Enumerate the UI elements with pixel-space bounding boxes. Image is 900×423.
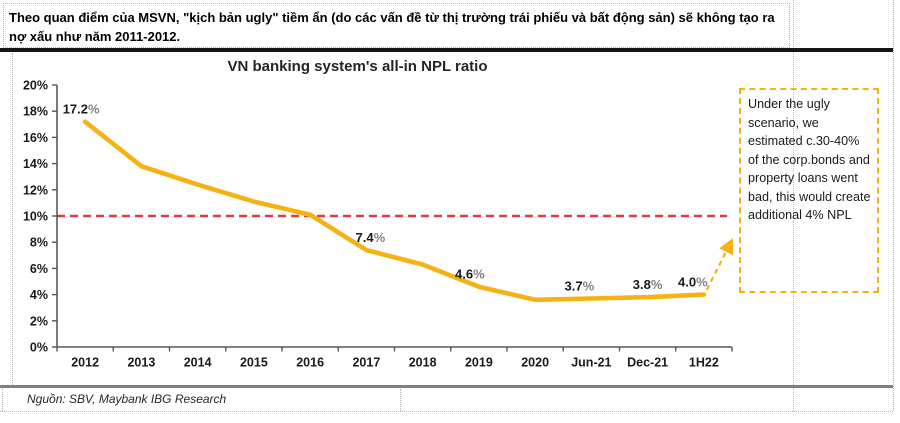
y-tick-label: 18% bbox=[23, 105, 48, 119]
y-tick-label: 16% bbox=[23, 131, 48, 145]
y-tick-label: 20% bbox=[23, 79, 48, 93]
gridline bbox=[893, 0, 894, 411]
y-tick-label: 0% bbox=[30, 341, 48, 355]
gridline bbox=[2, 388, 3, 411]
x-category-label: 2019 bbox=[465, 356, 493, 370]
x-category-label: 2017 bbox=[352, 356, 380, 370]
point-label: 3.7% bbox=[565, 279, 595, 294]
gridline bbox=[400, 389, 401, 411]
source-note: Nguồn: SBV, Maybank IBG Research bbox=[27, 392, 226, 406]
source-text: Nguồn: SBV, Maybank IBG Research bbox=[27, 392, 227, 406]
y-tick-label: 12% bbox=[23, 183, 48, 197]
scenario-annotation-box: Under the ugly scenario, we estimated c.… bbox=[739, 88, 879, 293]
x-category-label: 2020 bbox=[521, 356, 549, 370]
y-tick-label: 14% bbox=[23, 157, 48, 171]
x-category-label: 2015 bbox=[240, 356, 268, 370]
scenario-annotation-text: Under the ugly scenario, we estimated c.… bbox=[748, 97, 871, 222]
point-label: 4.0% bbox=[678, 275, 708, 290]
x-category-label: Dec-21 bbox=[627, 356, 668, 370]
x-category-label: 2016 bbox=[296, 356, 324, 370]
x-category-label: 1H22 bbox=[689, 356, 719, 370]
x-category-label: 2012 bbox=[71, 356, 99, 370]
point-label: 7.4% bbox=[356, 230, 386, 245]
x-category-label: Jun-21 bbox=[571, 356, 611, 370]
chart-title: VN banking system's all-in NPL ratio bbox=[227, 58, 488, 75]
scenario-arrow bbox=[705, 238, 733, 291]
footer-divider bbox=[0, 385, 893, 388]
y-tick-label: 2% bbox=[30, 314, 48, 328]
header-note-text: Theo quan điểm của MSVN, "kịch bản ugly"… bbox=[9, 10, 775, 44]
point-label: 4.6% bbox=[455, 267, 485, 282]
point-label: 17.2% bbox=[63, 102, 100, 117]
y-tick-label: 10% bbox=[23, 210, 48, 224]
point-label: 3.8% bbox=[633, 277, 663, 292]
thick-divider bbox=[0, 48, 893, 52]
y-tick-label: 6% bbox=[30, 262, 48, 276]
x-category-label: 2013 bbox=[127, 356, 155, 370]
header-note-cell: Theo quan điểm của MSVN, "kịch bản ugly"… bbox=[3, 3, 790, 48]
y-tick-label: 4% bbox=[30, 288, 48, 302]
y-tick-label: 8% bbox=[30, 236, 48, 250]
gridline bbox=[793, 0, 794, 411]
x-category-label: 2018 bbox=[409, 356, 437, 370]
gridline bbox=[12, 53, 13, 385]
gridline bbox=[0, 411, 893, 412]
x-category-label: 2014 bbox=[184, 356, 212, 370]
npl-ratio-line bbox=[82, 119, 707, 303]
